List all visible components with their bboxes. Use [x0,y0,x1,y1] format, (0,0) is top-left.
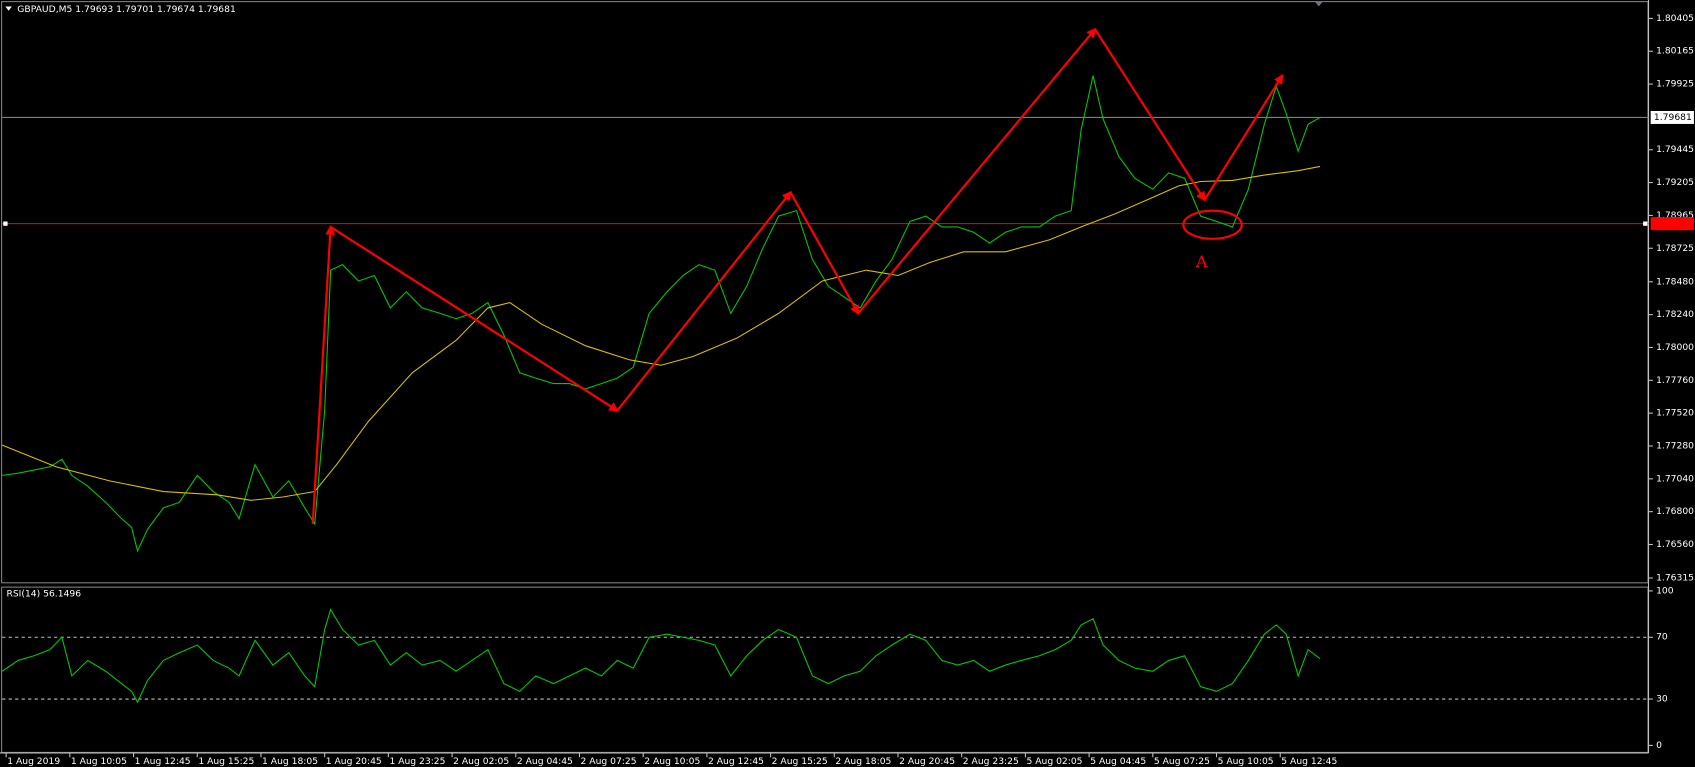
x-tick-label: 1 Aug 23:25 [389,756,445,767]
trend-arrow [330,226,619,412]
y-tick-label: 1.76560 [1656,539,1694,550]
x-tick-label: 5 Aug 12:45 [1281,756,1337,767]
y-tick-label: 1.78480 [1656,276,1694,287]
y-tick-label: 1.77040 [1656,473,1694,484]
x-tick-label: 2 Aug 04:45 [517,756,573,767]
y-tick-label: 1.79205 [1656,177,1694,188]
x-tick-label: 1 Aug 10:05 [71,756,127,767]
highlight-ellipse [1182,209,1243,240]
x-tick-label: 1 Aug 2019 [7,756,60,767]
horizontal-line-price-box [1650,217,1694,231]
x-tick-label: 1 Aug 15:25 [198,756,254,767]
annotation-label: A [1195,252,1208,271]
trend-arrow [1094,28,1206,202]
x-tick-label: 2 Aug 02:05 [453,756,509,767]
y-tick-label: 30 [1656,694,1668,705]
chart-title: GBPAUD,M5 1.79693 1.79701 1.79674 1.7968… [17,4,236,15]
y-tick-label: 0 [1656,740,1662,751]
trend-arrow [616,190,792,412]
rsi-title: RSI(14) 56.1496 [6,589,81,600]
bid-price-label: 1.79681 [1654,112,1692,123]
y-tick-label: 1.79445 [1656,144,1694,155]
x-tick-label: 1 Aug 12:45 [135,756,191,767]
x-tick-label: 5 Aug 10:05 [1218,756,1274,767]
y-tick-label: 1.76315 [1656,573,1694,584]
trend-arrow [857,27,1097,315]
y-tick-label: 1.78725 [1656,243,1694,254]
series-line [1,608,1321,704]
y-tick-label: 100 [1656,585,1674,596]
x-tick-label: 2 Aug 23:25 [963,756,1019,767]
y-tick-label: 1.76800 [1656,506,1694,517]
x-tick-label: 2 Aug 15:25 [772,756,828,767]
y-tick-label: 1.80165 [1656,46,1694,57]
x-tick-label: 2 Aug 12:45 [708,756,764,767]
trend-arrow [789,191,860,316]
shift-marker[interactable] [1314,1,1324,7]
y-tick-label: 1.79925 [1656,79,1694,90]
y-tick-label: 1.78965 [1656,210,1694,221]
x-tick-label: 1 Aug 18:05 [262,756,318,767]
x-tick-label: 2 Aug 07:25 [581,756,637,767]
y-tick-label: 1.78000 [1656,342,1694,353]
horizontal-line-handle [1643,221,1648,226]
menu-triangle[interactable] [5,6,12,11]
y-tick-label: 1.78240 [1656,309,1694,320]
y-tick-label: 70 [1656,632,1668,643]
x-tick-label: 1 Aug 20:45 [326,756,382,767]
y-tick-label: 1.77520 [1656,408,1694,419]
trend-arrow [311,224,336,525]
x-tick-label: 2 Aug 20:45 [899,756,955,767]
x-tick-label: 5 Aug 04:45 [1090,756,1146,767]
y-tick-label: 1.77280 [1656,440,1694,451]
x-tick-label: 5 Aug 07:25 [1154,756,1210,767]
series-line [2,75,1321,553]
x-tick-label: 5 Aug 02:05 [1026,756,1082,767]
horizontal-line-handle [3,221,8,226]
trend-arrow [1203,73,1284,201]
y-tick-label: 1.77760 [1656,375,1694,386]
bid-price-box [1650,110,1694,124]
x-tick-label: 2 Aug 10:05 [644,756,700,767]
x-tick-label: 2 Aug 18:05 [835,756,891,767]
series-line [1,165,1321,501]
y-tick-label: 1.80405 [1656,13,1694,24]
